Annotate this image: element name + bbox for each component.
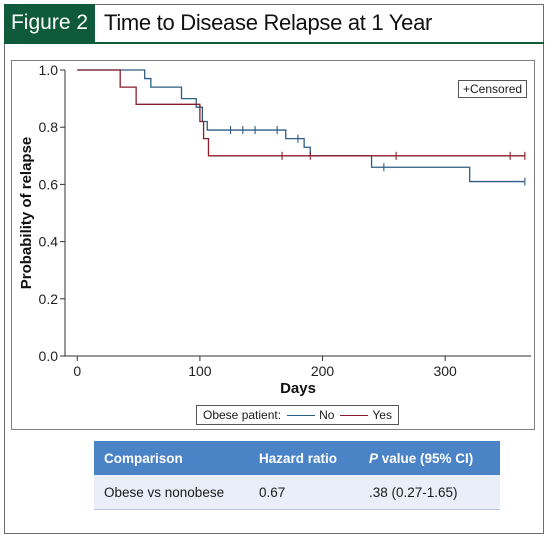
series-line-yes xyxy=(77,69,525,157)
legend-title: Obese patient: xyxy=(203,408,282,422)
y-tick-label: 0.8 xyxy=(39,119,59,135)
figure-frame xyxy=(4,4,544,534)
y-tick-label: 0.0 xyxy=(39,348,59,364)
table-row: Obese vs nonobese 0.67 .38 (0.27-1.65) xyxy=(94,475,500,510)
legend-swatch-yes xyxy=(340,414,369,416)
x-axis-label: Days xyxy=(280,380,316,397)
y-tick-label: 0.4 xyxy=(39,234,59,250)
header-p-rest: value (95% CI) xyxy=(378,450,474,466)
series-legend: Obese patient: No Yes xyxy=(196,405,399,425)
table-header-row: Comparison Hazard ratio P value (95% CI) xyxy=(94,441,500,475)
cell-p-value: .38 (0.27-1.65) xyxy=(359,475,500,510)
header-p-italic: P xyxy=(369,450,379,466)
header-hazard-ratio: Hazard ratio xyxy=(249,441,359,475)
header-p-value: P value (95% CI) xyxy=(359,441,500,475)
cell-comparison: Obese vs nonobese xyxy=(94,475,249,510)
y-axis-label: Probability of relapse xyxy=(18,137,35,290)
censored-legend: +Censored xyxy=(458,80,528,98)
x-tick-label: 200 xyxy=(311,363,335,379)
y-tick-label: 1.0 xyxy=(39,62,59,78)
y-tick-label: 0.6 xyxy=(39,176,59,192)
header-comparison: Comparison xyxy=(94,441,249,475)
header-rule xyxy=(4,42,544,44)
figure-header: Figure 2 Time to Disease Relapse at 1 Ye… xyxy=(4,4,544,42)
legend-label-yes: Yes xyxy=(372,408,392,422)
chart-frame xyxy=(11,60,535,430)
x-tick-label: 100 xyxy=(188,363,212,379)
legend-label-no: No xyxy=(319,408,335,422)
y-tick-label: 0.2 xyxy=(39,291,59,307)
figure-badge: Figure 2 xyxy=(4,4,95,42)
cell-hazard-ratio: 0.67 xyxy=(249,475,359,510)
x-tick-label: 300 xyxy=(433,363,457,379)
figure-title: Time to Disease Relapse at 1 Year xyxy=(104,10,433,35)
legend-swatch-no xyxy=(287,414,316,416)
hazard-ratio-table: Comparison Hazard ratio P value (95% CI)… xyxy=(94,441,500,510)
x-tick-label: 0 xyxy=(73,363,81,379)
